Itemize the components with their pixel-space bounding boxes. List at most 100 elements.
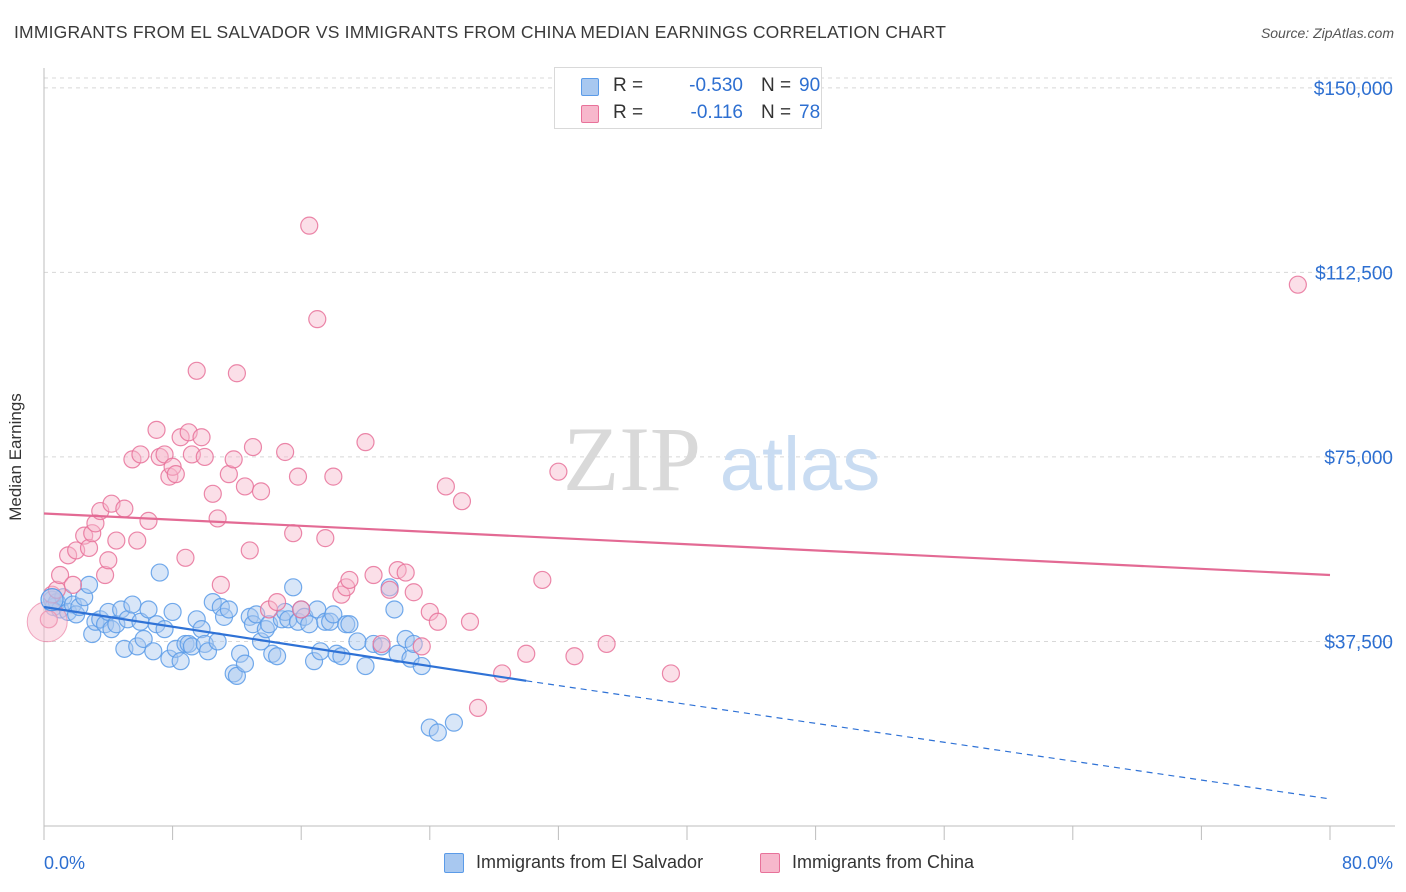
china-point — [533, 570, 552, 590]
china-point — [267, 592, 287, 612]
china-point — [166, 465, 185, 484]
el-salvador-point — [231, 644, 250, 663]
axes — [43, 68, 1395, 840]
china-point — [1288, 275, 1307, 294]
el-salvador-point — [155, 620, 174, 639]
el-salvador-point — [340, 615, 359, 634]
china-point — [203, 484, 222, 503]
x-tick-label-min: 0.0% — [44, 853, 85, 873]
china-point — [404, 583, 423, 602]
china-point — [147, 420, 166, 439]
china-point — [39, 610, 58, 629]
el-salvador-point — [40, 588, 64, 612]
y-tick-label: $37,500 — [1324, 632, 1393, 653]
china-point — [176, 548, 195, 567]
el-salvador-trend-extension — [526, 680, 1331, 800]
china-point — [661, 664, 681, 683]
china-point — [412, 637, 431, 656]
el-salvador-point — [428, 723, 447, 742]
china-point — [300, 216, 319, 235]
china-point — [150, 447, 169, 467]
x-tick-labels: 0.0% 80.0% — [44, 853, 1393, 873]
china-point — [195, 447, 214, 467]
watermark-atlas: atlas — [720, 422, 881, 507]
chart-title: IMMIGRANTS FROM EL SALVADOR VS IMMIGRANT… — [14, 22, 947, 42]
el-salvador-point — [160, 649, 179, 668]
china-point — [219, 465, 238, 484]
el-salvador-point — [150, 563, 169, 582]
el-salvador-point — [139, 600, 158, 619]
china-point — [276, 442, 295, 462]
china-point — [63, 575, 83, 594]
el-salvador-legend-swatch — [444, 853, 464, 873]
china-point — [139, 511, 158, 530]
china-point — [372, 634, 391, 654]
watermark: ZIP atlas — [563, 408, 880, 510]
china-point — [468, 698, 488, 717]
china-point — [192, 428, 211, 447]
el-salvador-swatch — [581, 78, 599, 96]
n-label: N = — [761, 102, 792, 123]
china-point — [211, 575, 230, 594]
el-salvador-point — [385, 600, 404, 619]
source-credit: Source: ZipAtlas.com — [1260, 25, 1394, 41]
el-salvador-point — [324, 605, 343, 624]
el-salvador-point — [187, 610, 206, 629]
china-point — [251, 482, 271, 501]
n-value: 78 — [799, 102, 821, 123]
n-value: 90 — [799, 75, 821, 96]
el-salvador-point — [79, 575, 99, 594]
el-salvador-point — [263, 644, 282, 663]
china-point — [517, 644, 536, 663]
china-point — [436, 477, 455, 496]
y-tick-labels: $37,500 $75,000 $112,500 $150,000 — [1314, 79, 1393, 654]
el-salvador-trend-line — [43, 605, 527, 682]
el-salvador-point — [107, 615, 126, 634]
china-point — [99, 551, 118, 570]
el-salvador-point — [444, 713, 464, 732]
legend-label: Immigrants from El Salvador — [476, 852, 704, 872]
china-point — [107, 531, 126, 550]
china-point — [452, 492, 472, 511]
china-point — [493, 664, 512, 683]
el-salvador-point — [304, 652, 324, 671]
china-point — [131, 445, 150, 464]
china-point — [243, 437, 263, 457]
el-salvador-point — [179, 634, 198, 654]
china-point — [115, 499, 134, 518]
y-tick-label: $75,000 — [1324, 448, 1393, 469]
el-salvador-point — [144, 642, 163, 661]
china-point — [356, 433, 375, 452]
china-point — [79, 538, 99, 558]
china-point — [288, 467, 308, 486]
china-point — [364, 565, 383, 585]
china-point — [324, 467, 343, 486]
china-point — [597, 634, 616, 654]
el-salvador-point — [123, 595, 142, 614]
china-trend-line — [43, 512, 1331, 577]
r-label: R = — [613, 102, 644, 123]
y-tick-label: $150,000 — [1314, 79, 1393, 100]
legend-label: Immigrants from China — [792, 852, 975, 872]
el-salvador-point — [267, 647, 287, 666]
china-swatch — [581, 105, 599, 123]
china-point — [187, 361, 206, 380]
el-salvador-point — [256, 620, 275, 639]
china-point — [224, 450, 243, 469]
r-label: R = — [613, 75, 644, 96]
china-point — [316, 529, 335, 548]
china-point — [549, 462, 568, 481]
china-point — [83, 524, 102, 543]
china-point — [340, 570, 359, 590]
china-point — [95, 565, 115, 585]
el-salvador-point — [332, 647, 351, 666]
trend-lines — [43, 512, 1331, 800]
china-point — [396, 563, 415, 582]
china-point — [292, 600, 311, 619]
el-salvador-point — [134, 629, 153, 649]
el-salvador-point — [348, 632, 367, 651]
el-salvador-point — [198, 642, 218, 661]
china-point — [128, 531, 147, 550]
china-point — [284, 524, 303, 543]
el-salvador-point — [219, 600, 238, 619]
